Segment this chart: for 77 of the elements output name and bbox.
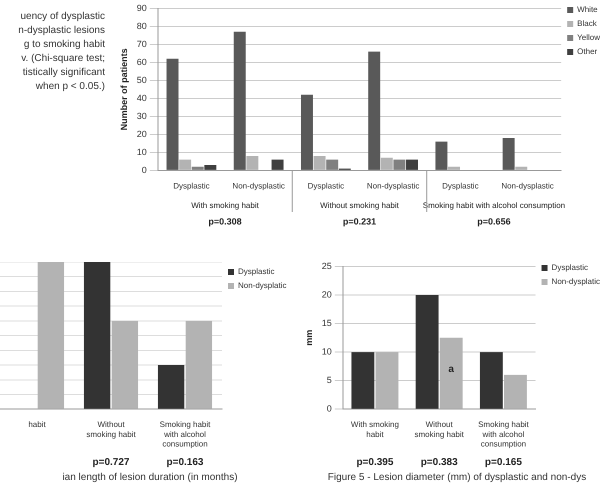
bar [246,156,258,170]
x-tick-label: With smoking habit [350,420,399,439]
bar [393,160,406,170]
y-tick-label: 15 [322,318,332,328]
text: p=0.656 [477,216,511,226]
legend-label: Non-dysplatic [238,281,286,290]
caption: Figure 5 - Lesion diameter (mm) of dysplastic and non-dys [326,472,588,483]
y-tick-label: 50 [136,74,147,85]
y-tick-label: 30 [136,110,147,121]
bar [435,142,448,170]
text: p=0.165 [484,456,522,468]
y-tick-label: 90 [136,2,147,13]
y-tick-label: 80 [136,20,147,31]
legend-label: Yellow [577,33,600,42]
bar [502,138,515,170]
y-tick-label: 40 [136,92,147,103]
legend-label: Other [577,47,598,56]
bar [448,166,460,170]
text: p=0.231 [342,216,376,226]
bar [368,52,380,170]
legend-label: Dysplastic [552,263,588,272]
y-axis-title: Number of patients [118,48,129,130]
bar [326,160,338,170]
bar [204,165,216,170]
y-tick-label: 10 [136,146,147,157]
bar [406,160,418,170]
x-tick-label: Dysplastic [173,181,210,190]
y-tick-label: 60 [136,56,147,67]
text: p=0.727 [92,456,130,468]
text: With smoking habit [191,201,260,210]
text: p=0.163 [166,456,204,468]
x-tick-label: Dysplastic [442,181,479,190]
legend-label: Dysplastic [238,267,274,276]
y-tick-label: 70 [136,38,147,49]
bar [314,156,326,170]
y-tick-label: 5 [326,375,332,386]
bar [440,338,463,409]
text: p=0.383 [420,456,458,468]
bar [504,374,527,409]
x-tick-label: Dysplastic [308,181,344,190]
bar [272,160,284,170]
text: ian length of lesion duration (in months) [61,472,239,483]
x-tick-label: Smoking habit with alcohol consumption [478,420,530,448]
bar [234,32,246,170]
text: uency of dysplastic n-dysplastic lesions g to smoking habit v. (Chi-square test; tistically significant when p < 0.05.) [17,10,105,94]
y-tick-label: 0 [326,404,332,414]
text: p=0.308 [208,216,242,226]
x-tick-label: Smoking habit with alcohol consumption [160,420,212,448]
x-tick-label: Non-dysplastic [232,181,285,190]
x-tick-label: Without smoking habit [414,420,465,439]
x-tick-label: habit [28,420,46,430]
y-tick-label: 0 [142,164,147,175]
bar [416,294,439,409]
bar [300,94,313,170]
y-tick-label: 20 [322,289,332,300]
bar [480,352,503,409]
x-tick-label: Without smoking habit [86,420,136,439]
text: Smoking habit with alcohol consumption [422,201,566,210]
bar [166,58,179,170]
legend-label: Black [577,19,598,28]
bar [376,352,398,409]
legend-label: Non-dysplatic [552,277,600,286]
y-tick-label: 10 [322,346,332,357]
x-tick-label: Non-dysplastic [501,181,554,190]
y-tick-label: 20 [136,128,147,139]
annotation: a [448,364,454,375]
x-tick-label: Non-dysplastic [366,181,420,190]
y-tick-label: 25 [322,260,332,271]
legend-label: White [577,5,598,14]
y-axis-title: mm [304,330,314,346]
text: p=0.395 [356,456,394,468]
bar [351,352,374,409]
bar [179,160,192,170]
bar [515,166,528,170]
text: Without smoking habit [320,201,400,210]
bar [192,166,204,170]
bar [380,158,393,170]
